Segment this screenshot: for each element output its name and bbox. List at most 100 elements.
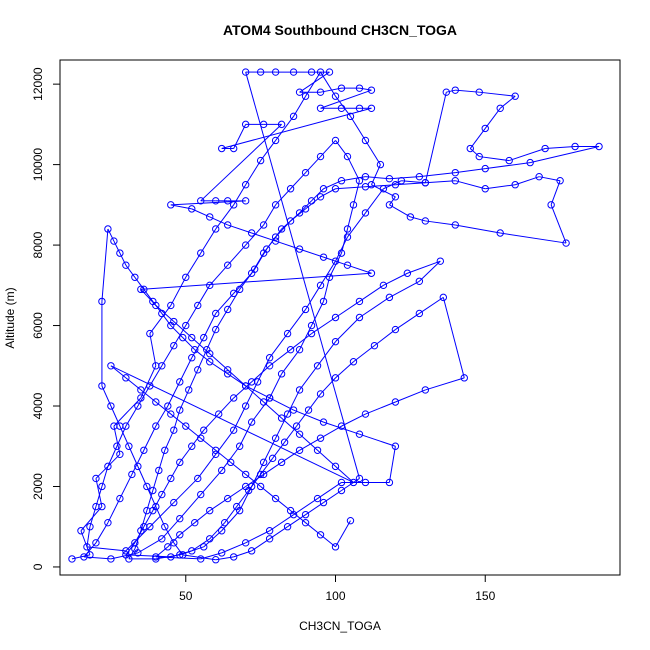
data-point [110,237,118,245]
data-point [224,221,232,229]
series-line-segment [545,146,576,150]
data-point [241,382,250,390]
data-point [271,233,280,241]
data-point [167,301,175,310]
data-point [259,221,268,229]
data-point [137,285,145,294]
data-point [83,543,91,551]
series-line-segment [221,542,246,554]
data-point [92,474,100,483]
data-point [167,553,175,561]
data-point [556,177,564,185]
data-point [271,136,280,145]
data-point [415,277,424,285]
data-point [325,273,334,281]
series-line-segment [197,453,217,479]
data-point [511,92,519,100]
data-point [442,88,451,96]
series-line-segment [137,538,163,554]
data-point [286,217,295,225]
data-point [283,523,292,531]
data-point [541,144,549,153]
data-point [316,88,325,96]
series-line-segment [335,361,354,379]
data-point [295,345,304,354]
data-point [247,418,256,426]
data-point [265,362,274,370]
data-point [277,458,286,467]
y-axis: 0 2000 4000 6000 8000 10000 12000 [31,67,61,570]
data-point [218,144,226,153]
data-point [343,261,352,269]
data-point [152,502,160,511]
data-point [218,527,226,535]
data-point [241,402,250,410]
series-line-segment [299,433,318,451]
data-point [206,350,214,358]
data-point [439,293,448,302]
y-tick-label: 12000 [31,67,45,101]
data-point [391,442,400,450]
data-point [161,523,169,531]
series-line-segment [182,554,216,561]
data-point [295,245,304,253]
series-line-segment [125,264,136,278]
data-point [137,394,145,402]
data-point [197,249,205,257]
data-point [215,410,223,418]
data-point [331,313,340,322]
series-line-segment [179,357,193,383]
data-point [170,426,178,434]
series-line-segment [479,91,516,97]
series-line-segment [245,381,259,407]
series-line-segment [410,216,426,222]
series-line-segment [359,87,372,91]
series-line-segment [161,518,181,540]
data-point [241,241,250,249]
series-line-segment [125,405,139,427]
data-point [140,285,148,294]
series-line-segment [335,465,354,483]
plot-area [68,68,603,564]
data-point [361,136,370,145]
data-point [481,164,489,173]
data-point [229,394,238,402]
data-point [391,181,400,189]
series-line-segment [119,474,133,499]
data-point [496,229,504,237]
data-point [188,333,196,342]
data-point [206,358,214,366]
data-point [268,454,277,463]
data-point [152,555,160,563]
data-point [319,297,328,306]
data-point [259,458,268,467]
data-point [116,249,124,257]
series-line-segment [359,433,396,447]
data-point [92,502,100,511]
data-point [241,482,250,491]
data-point [337,422,346,430]
data-point [451,168,459,177]
data-point [206,213,214,221]
data-point [277,414,286,422]
data-point [188,547,196,555]
series-line-segment [233,124,247,149]
data-point [265,535,274,543]
series-line-segment [227,244,247,266]
data-point [200,543,208,551]
data-point [170,539,178,547]
series-line-segment [143,289,154,302]
series-line-segment [371,184,396,198]
data-point [116,422,124,430]
data-point [346,516,355,525]
series-line-segment [425,220,456,226]
data-point [295,209,304,217]
series-line-segment [401,180,426,184]
data-point [415,309,424,318]
data-point [421,217,430,225]
data-point [265,394,274,402]
series-line-segment [388,446,396,483]
series-line-segment [269,373,283,399]
series-line-segment [347,204,354,230]
data-point [131,539,139,547]
